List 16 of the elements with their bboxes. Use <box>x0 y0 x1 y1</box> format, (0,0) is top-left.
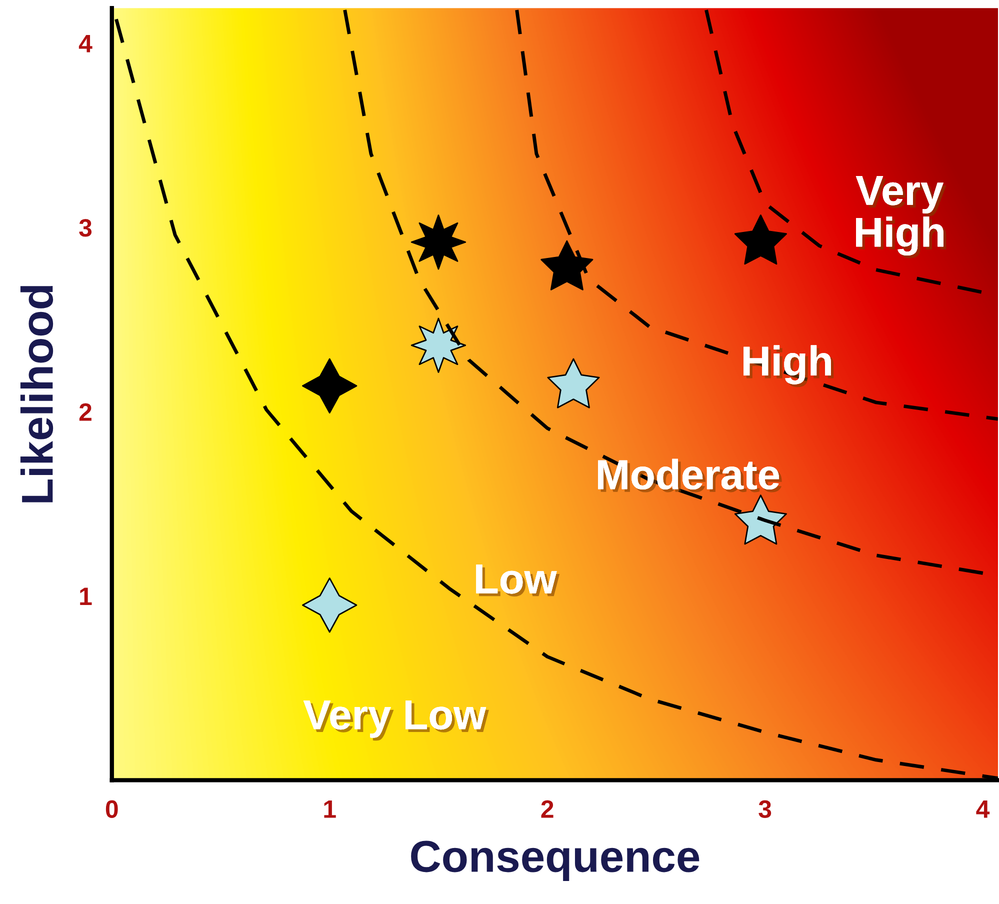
annotation: Very Low <box>303 700 489 741</box>
y-tick-label: 1 <box>80 588 92 605</box>
x-tick-label: 0 <box>106 800 118 818</box>
y-tick-label: 3 <box>79 218 92 237</box>
annotation: Moderate <box>598 458 782 492</box>
x-axis-title: Consequence <box>411 840 700 881</box>
y-tick-label: 2 <box>79 403 92 421</box>
y-axis-title: Likelihood <box>20 286 54 502</box>
x-tick-label: 3 <box>758 800 772 818</box>
y-tick-label: 4 <box>78 35 92 52</box>
annotation: Very High <box>856 176 946 258</box>
annotation: Low <box>476 564 560 596</box>
annotation: High <box>744 345 834 388</box>
x-tick-label: 2 <box>541 800 554 818</box>
x-tick-label: 4 <box>976 800 990 818</box>
x-tick-label: 1 <box>324 800 336 818</box>
